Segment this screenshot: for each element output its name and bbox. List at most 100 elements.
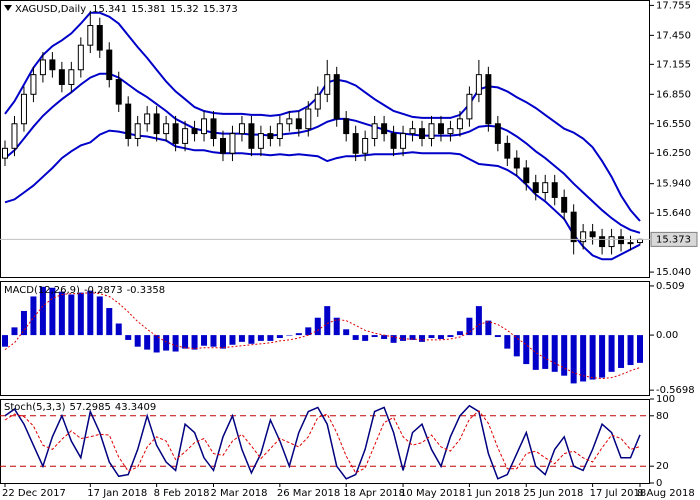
y-tick-label: 15.940	[656, 179, 691, 190]
macd-bar	[163, 335, 170, 351]
x-tick-label: 17 Jan 2018	[87, 488, 147, 499]
candle-body	[58, 69, 65, 85]
macd-bar	[542, 335, 549, 369]
candle-body	[49, 59, 56, 71]
symbol: XAGUSD,Daily	[15, 4, 86, 15]
macd-bar	[589, 335, 596, 380]
candle-body	[390, 133, 397, 149]
macd-bar	[466, 317, 473, 336]
stoch-title: Stoch(5,3,3)	[4, 402, 66, 413]
candle-body	[68, 69, 75, 85]
candle-body	[561, 196, 568, 213]
candle-body	[2, 147, 8, 159]
macd-bar	[191, 335, 198, 350]
candle-body	[134, 123, 141, 140]
candle-body	[125, 103, 132, 139]
macd-bar	[248, 335, 255, 344]
macd-bar	[182, 335, 189, 349]
macd-bar	[352, 335, 359, 340]
candle-body	[494, 123, 501, 144]
macd-bar	[637, 335, 643, 363]
macd-bar	[400, 335, 407, 341]
candle-body	[163, 123, 170, 135]
candle-body	[437, 123, 444, 135]
macd-bar	[409, 335, 416, 340]
candle-body	[144, 113, 151, 125]
candle-body	[608, 236, 615, 248]
macd-bar	[343, 329, 350, 336]
candle-body	[419, 128, 426, 140]
y-tick-label: 80	[656, 411, 669, 422]
candle-body	[371, 123, 378, 140]
candle-body	[466, 93, 473, 120]
macd-bar	[627, 335, 634, 366]
signal-last: -0.3358	[127, 285, 166, 296]
y-tick-label: 15.040	[656, 267, 691, 278]
macd-bar	[561, 335, 568, 376]
y-tick-label: 15.640	[656, 208, 691, 219]
candle-body	[201, 118, 208, 135]
last-price-box	[650, 231, 698, 247]
signal-line	[4, 292, 641, 380]
candle-body	[333, 74, 340, 120]
candle-body	[428, 123, 435, 140]
candle-body	[115, 79, 122, 105]
menu-icon	[4, 5, 12, 11]
candle-body	[11, 123, 18, 149]
x-tick-label: 2 Mar 2018	[211, 488, 268, 499]
y-tick-label: 17.450	[656, 30, 691, 41]
candle-body	[504, 142, 511, 159]
y-tick-label: 16.850	[656, 89, 691, 100]
price-header: XAGUSD,Daily 15.341 15.381 15.32 15.373	[15, 4, 238, 15]
candle-body	[257, 133, 264, 149]
candle-body	[542, 182, 549, 194]
macd-bar	[115, 323, 122, 336]
y-tick-label: 0.00	[656, 330, 678, 341]
macd-bar	[11, 327, 18, 336]
macd-bar	[494, 335, 501, 338]
macd-bar	[276, 335, 283, 338]
candle-body	[191, 128, 198, 135]
candle-body	[485, 74, 492, 125]
panel-frame	[0, 0, 650, 278]
d-last: 43.3409	[115, 402, 156, 413]
candle-body	[362, 138, 369, 154]
macd-bar	[381, 335, 388, 339]
band-upper	[4, 11, 641, 222]
y-tick-label: -0.5698	[656, 385, 695, 396]
candle-body	[314, 93, 321, 110]
macd-bar	[314, 317, 321, 336]
candle-body	[523, 167, 530, 184]
y-tick-label: 16.550	[656, 119, 691, 130]
candle-body	[627, 242, 634, 245]
macd-bar	[324, 306, 331, 336]
candle-body	[456, 118, 463, 130]
macd-bar	[201, 335, 208, 346]
candle-body	[267, 133, 274, 140]
macd-bar	[295, 333, 302, 336]
macd-bar	[513, 335, 520, 357]
candle-body	[447, 128, 454, 135]
macd-bar	[2, 335, 8, 347]
candle-body	[106, 49, 113, 81]
candle-body	[343, 118, 350, 135]
candle-body	[30, 74, 37, 95]
x-tick-label: 17 Jul 2018	[590, 488, 647, 499]
candle-body	[229, 133, 236, 154]
candle-body	[475, 74, 482, 95]
x-tick-label: 8 Aug 2018	[637, 488, 695, 499]
candle-body	[77, 44, 84, 71]
macd-bar	[87, 290, 94, 336]
macd-bar	[77, 292, 84, 336]
macd-bar	[106, 308, 113, 336]
header-low: 15.32	[170, 4, 199, 15]
macd-bar	[134, 335, 141, 347]
macd-bar	[504, 335, 511, 349]
macd-bar	[144, 335, 151, 350]
candle-body	[248, 123, 255, 149]
macd-bar	[153, 335, 160, 353]
header-close: 15.373	[203, 4, 238, 15]
